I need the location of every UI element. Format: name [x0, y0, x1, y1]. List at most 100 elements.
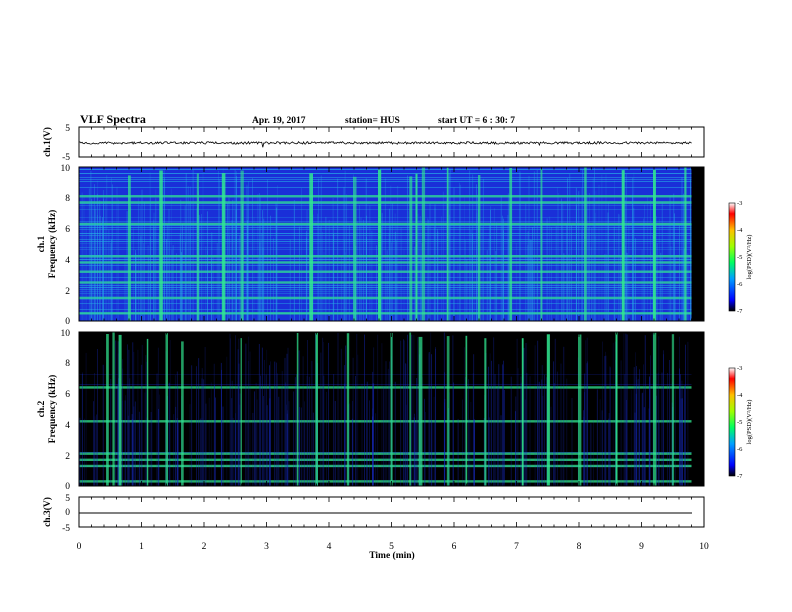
speckle-column [576, 193, 577, 321]
speckle-column [590, 423, 592, 486]
speckle-column [105, 198, 106, 321]
speckle-column [372, 416, 373, 486]
speckle-column [180, 248, 182, 321]
speckle-column [681, 177, 683, 321]
speckle-column [157, 347, 159, 486]
speckle-column [596, 389, 598, 486]
speckle-column [151, 389, 153, 486]
speckle-column [311, 360, 313, 486]
speckle-column [254, 391, 255, 486]
speckle-column [502, 215, 503, 321]
cb1-tick-m6: -6 [737, 281, 743, 288]
noise-band [79, 205, 692, 206]
speckle-column [351, 418, 353, 486]
speckle-column [177, 420, 179, 486]
speckle-column [588, 193, 590, 321]
speckle-column [453, 236, 455, 321]
ch2-spectrogram-ylabel: ch.2 [37, 400, 47, 417]
speckle-column [586, 337, 588, 486]
speckle-column [419, 216, 421, 321]
ch2-ytick-0: 0 [65, 482, 70, 492]
speckle-column [425, 412, 426, 486]
speckle-column [495, 251, 497, 321]
speckle-column [221, 369, 222, 486]
speckle-column [503, 218, 504, 321]
speckle-column [449, 214, 451, 321]
noise-band [79, 259, 692, 260]
speckle-column [372, 408, 373, 486]
speckle-column [304, 421, 306, 486]
speckle-column [190, 186, 191, 321]
speckle-column [132, 342, 134, 486]
speckle-column [658, 336, 660, 486]
speckle-column [110, 239, 112, 321]
speckle-column [660, 252, 662, 321]
noise-band [79, 247, 692, 248]
speckle-column [674, 255, 676, 321]
burst-streak [390, 333, 393, 486]
speckle-column [560, 363, 562, 486]
speckle-column [239, 235, 241, 321]
speckle-column [463, 347, 465, 486]
speckle-column [394, 213, 396, 321]
speckle-column [595, 191, 597, 321]
burst-streak [653, 332, 657, 486]
speckle-column [500, 415, 502, 486]
burst-streak [478, 175, 481, 321]
speckle-column [246, 184, 248, 321]
speckle-column [147, 245, 149, 321]
burst-streak [315, 332, 318, 486]
speckle-column [287, 347, 289, 486]
speckle-column [96, 215, 98, 321]
speckle-column [124, 256, 126, 321]
speckle-column [648, 408, 650, 486]
x-tick-label: 4 [327, 542, 332, 552]
speckle-column [181, 252, 182, 321]
x-axis-label: Time (min) [369, 550, 414, 561]
speckle-column [605, 174, 607, 321]
speckle-column [228, 197, 230, 321]
speckle-column [366, 237, 367, 321]
speckle-column [122, 359, 123, 486]
speckle-column [96, 414, 97, 486]
speckle-column [376, 245, 377, 321]
speckle-column [229, 333, 231, 486]
burst-streak [118, 334, 122, 486]
speckle-column [102, 217, 103, 321]
speckle-column [236, 176, 237, 321]
speckle-column [424, 398, 425, 486]
ch1-ytick-6: 6 [65, 225, 70, 235]
burst-streak [621, 170, 625, 321]
speckle-column [476, 245, 477, 321]
speckle-column [277, 185, 278, 321]
speckle-column [496, 387, 498, 486]
speckle-column [185, 173, 187, 321]
speckle-column [286, 413, 288, 486]
speckle-column [661, 201, 663, 321]
speckle-column [349, 403, 351, 486]
x-tick-label: 10 [699, 542, 709, 552]
ch1-ytick-2: 2 [65, 287, 70, 297]
speckle-column [420, 256, 422, 321]
noise-band [79, 291, 692, 292]
speckle-column [343, 186, 345, 321]
speckle-column [235, 335, 236, 486]
speckle-column [149, 172, 151, 321]
speckle-column [449, 392, 451, 486]
speckle-column [118, 199, 119, 321]
speckle-column [141, 364, 143, 486]
speckle-column [391, 202, 393, 321]
speckle-column [274, 361, 276, 486]
speckle-column [609, 366, 611, 486]
speckle-column [538, 381, 540, 486]
frequency-band [79, 458, 692, 462]
speckle-column [504, 390, 505, 486]
burst-streak [240, 338, 242, 486]
speckle-column [474, 240, 475, 321]
speckle-column [690, 224, 692, 321]
speckle-column [607, 212, 609, 321]
speckle-column [344, 365, 345, 486]
speckle-column [158, 234, 160, 321]
speckle-column [587, 197, 588, 321]
